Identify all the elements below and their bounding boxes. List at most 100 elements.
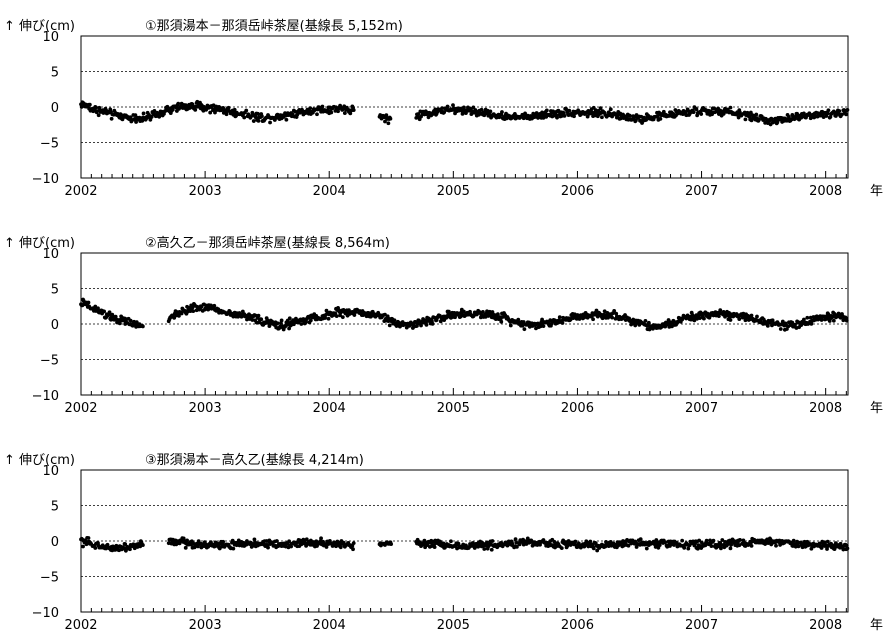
data-point <box>226 105 231 110</box>
data-point <box>128 547 132 552</box>
data-point <box>721 111 726 116</box>
data-point <box>658 116 663 121</box>
x-axis-unit-label: 年 <box>870 618 883 633</box>
x-tick-label: 2002 <box>64 184 97 199</box>
y-tick-label: 10 <box>42 464 59 479</box>
data-point <box>224 112 229 117</box>
data-point <box>831 318 836 323</box>
x-tick-label: 2007 <box>685 401 718 416</box>
x-tick-label: 2004 <box>313 401 346 416</box>
data-point <box>461 309 466 314</box>
data-point <box>602 309 607 314</box>
data-point <box>627 113 632 118</box>
data-point <box>723 540 727 544</box>
data-point <box>329 110 334 115</box>
data-point <box>96 306 100 311</box>
data-point <box>626 543 631 548</box>
data-point <box>348 111 353 116</box>
data-point <box>416 112 421 116</box>
data-point <box>386 121 391 126</box>
data-point <box>338 545 343 550</box>
data-point <box>646 320 651 325</box>
data-point <box>560 321 565 325</box>
data-point <box>342 111 347 115</box>
data-point <box>86 300 91 305</box>
data-point <box>743 318 748 323</box>
data-point <box>389 542 394 546</box>
data-point <box>256 118 261 123</box>
data-point <box>778 327 783 331</box>
data-point <box>844 112 848 117</box>
data-point <box>256 313 261 318</box>
data-point <box>668 544 672 548</box>
data-point <box>304 537 309 542</box>
x-tick-label: 2003 <box>189 184 222 199</box>
data-point <box>392 318 397 323</box>
data-point <box>695 546 700 551</box>
data-point <box>293 109 298 114</box>
y-tick-label: −5 <box>40 354 59 369</box>
data-point <box>608 107 613 112</box>
data-point <box>170 107 175 112</box>
data-point <box>338 313 343 318</box>
data-point <box>728 105 733 110</box>
data-point <box>441 541 446 546</box>
data-point <box>479 107 484 112</box>
y-tick-label: 5 <box>51 500 59 515</box>
data-point <box>157 114 162 119</box>
data-point <box>308 106 313 111</box>
data-point <box>259 317 264 322</box>
x-tick-label: 2008 <box>809 401 842 416</box>
data-point <box>351 547 355 552</box>
data-point <box>588 539 593 544</box>
data-point <box>191 309 196 314</box>
data-point <box>591 546 596 551</box>
data-point <box>96 113 101 118</box>
data-point <box>573 539 578 544</box>
data-point <box>791 538 796 543</box>
y-tick-label: −5 <box>40 571 59 586</box>
data-point <box>845 546 850 551</box>
data-point <box>326 316 331 321</box>
data-point <box>600 115 604 120</box>
data-point <box>654 538 659 542</box>
x-tick-label: 2005 <box>437 401 470 416</box>
data-point <box>299 322 304 326</box>
data-point <box>774 543 778 548</box>
data-point <box>419 323 423 328</box>
data-point <box>93 546 98 550</box>
data-point <box>737 317 742 321</box>
data-point <box>686 546 691 551</box>
data-point <box>499 319 504 324</box>
data-point <box>177 314 181 318</box>
data-point <box>232 111 236 115</box>
data-point <box>287 539 291 544</box>
data-point <box>711 538 716 543</box>
x-tick-label: 2007 <box>685 618 718 633</box>
x-tick-label: 2003 <box>189 618 222 633</box>
data-point <box>522 327 527 332</box>
data-point <box>141 111 146 116</box>
x-tick-label: 2004 <box>313 618 346 633</box>
data-point <box>179 311 184 316</box>
data-point <box>541 324 546 329</box>
data-point <box>221 106 226 110</box>
data-point <box>680 538 685 543</box>
data-point <box>643 318 648 323</box>
data-point <box>472 546 477 550</box>
data-point <box>87 102 92 107</box>
data-point <box>244 108 249 113</box>
data-point <box>102 309 107 314</box>
data-point <box>107 310 112 315</box>
y-tick-label: −10 <box>32 172 59 187</box>
data-point <box>415 323 419 328</box>
data-point <box>754 112 759 117</box>
data-point <box>183 545 188 550</box>
x-tick-label: 2005 <box>437 184 470 199</box>
data-point <box>251 119 256 123</box>
y-tick-label: 5 <box>51 66 59 81</box>
data-point <box>757 117 761 122</box>
data-point <box>567 108 572 113</box>
data-point <box>231 314 236 319</box>
y-tick-label: −10 <box>32 606 59 621</box>
